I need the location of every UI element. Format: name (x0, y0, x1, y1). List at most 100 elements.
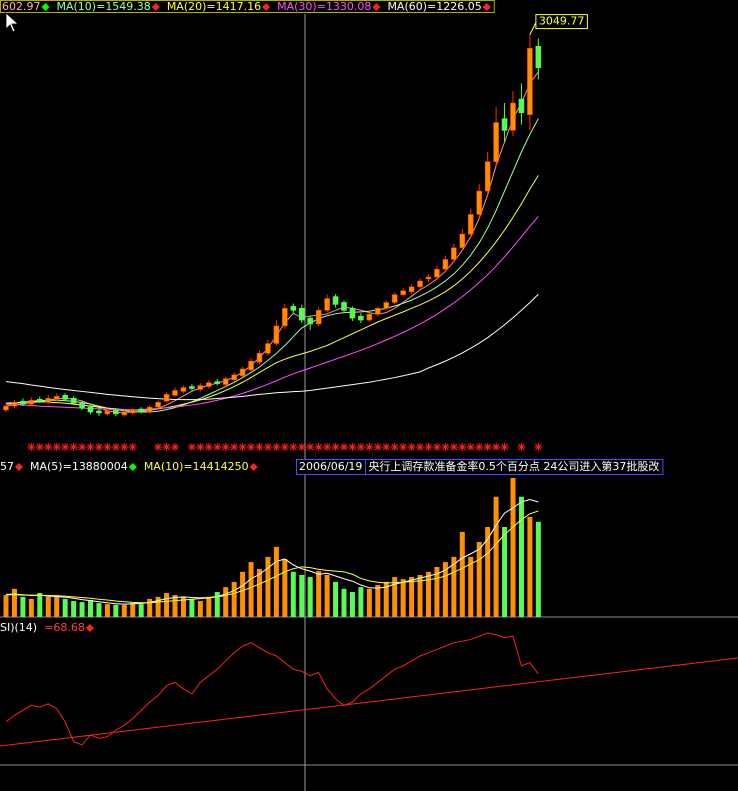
volume-bar (316, 571, 322, 617)
volume-bar (434, 566, 440, 617)
candle-body (79, 402, 85, 409)
volume-bar (535, 521, 541, 617)
signal-marker (374, 443, 382, 451)
signal-marker (475, 443, 483, 451)
candle-body (20, 400, 26, 405)
candle-body (138, 408, 144, 412)
candle-body (231, 374, 237, 381)
volume-bar (468, 556, 474, 617)
candle-body (417, 280, 423, 288)
candle-body (307, 317, 314, 325)
candle-body (501, 118, 508, 131)
signal-marker (120, 443, 128, 451)
volume-bar (88, 599, 93, 617)
signal-marker (332, 443, 339, 451)
candle-body (70, 397, 77, 404)
candle-body (206, 382, 212, 387)
volume-bar (79, 602, 85, 617)
legend-label: MA(10)=14414250 (144, 460, 249, 473)
candle-body (28, 399, 35, 405)
volume-bar (307, 577, 313, 617)
signal-marker (53, 443, 61, 451)
candle-body (62, 395, 68, 400)
volume-bar (476, 541, 482, 617)
candle-body (146, 406, 153, 413)
candle-body (172, 390, 178, 396)
candle-body (358, 315, 364, 321)
legend-label: MA(60)=1226.05 (387, 0, 481, 13)
volume-bar (206, 596, 212, 617)
ma-line (5, 118, 539, 413)
signal-marker (78, 443, 86, 451)
volume-bar (71, 601, 77, 617)
trend-arrow (85, 624, 94, 632)
volume-bar (121, 604, 127, 617)
volume-bar (138, 604, 144, 617)
candle-body (163, 394, 170, 402)
signal-marker (399, 443, 407, 451)
volume-bar (510, 478, 516, 617)
high-label: 3049.77 (539, 15, 585, 28)
candle-body (45, 397, 52, 403)
candle-body (383, 302, 390, 309)
candle-body (493, 122, 499, 162)
legend-label: 57 (0, 460, 14, 473)
candle-body (273, 325, 280, 344)
candle-body (434, 268, 440, 278)
candle-body (113, 409, 119, 415)
signal-marker (433, 443, 441, 451)
signal-marker (289, 443, 297, 451)
volume-bar (493, 496, 499, 617)
trend-arrow (41, 3, 50, 11)
signal-marker (205, 443, 213, 451)
volume-bar (231, 581, 237, 617)
trend-arrow (249, 463, 258, 471)
candle-body (527, 47, 533, 116)
signal-marker (87, 443, 94, 451)
volume-bar (451, 556, 457, 617)
signal-marker (27, 443, 35, 451)
volume-bar (240, 571, 246, 617)
volume-bar (257, 569, 262, 617)
candle-body (366, 313, 373, 321)
volume-bar (392, 577, 398, 617)
candle-body (155, 401, 161, 408)
volume-ma-line (5, 499, 539, 605)
candle-body (391, 294, 398, 303)
candle-body (222, 378, 229, 385)
legend-label: SI)(14) (0, 621, 37, 634)
candle-body (214, 381, 221, 384)
candle-body (349, 308, 356, 319)
volume-bar (20, 596, 26, 617)
volume-bar (400, 579, 406, 617)
signal-marker (484, 443, 492, 451)
volume-bar (45, 596, 51, 617)
candle-body (451, 247, 457, 260)
trend-arrow (262, 3, 271, 11)
trend-arrow (151, 3, 160, 11)
ma-line (5, 216, 539, 411)
signal-marker (171, 443, 179, 451)
volume-bar (459, 531, 465, 617)
signal-marker (264, 443, 272, 451)
legend-label: MA(30)=1330.08 (277, 0, 371, 13)
signal-marker (382, 443, 390, 451)
candle-body (36, 398, 43, 402)
volume-bar (282, 558, 288, 617)
candle-body (87, 406, 94, 413)
volume-bar (11, 588, 17, 617)
candle-body (476, 190, 483, 215)
signal-marker (188, 443, 196, 451)
trend-arrow (372, 3, 381, 11)
signal-marker (104, 443, 111, 451)
signal-marker (247, 443, 255, 451)
candle-body (3, 405, 9, 411)
ma-line (5, 175, 539, 411)
volume-bar (349, 591, 355, 617)
volume-bar (518, 496, 524, 617)
volume-bar (164, 593, 170, 617)
volume-bar (147, 598, 153, 617)
volume-bar (54, 595, 60, 617)
